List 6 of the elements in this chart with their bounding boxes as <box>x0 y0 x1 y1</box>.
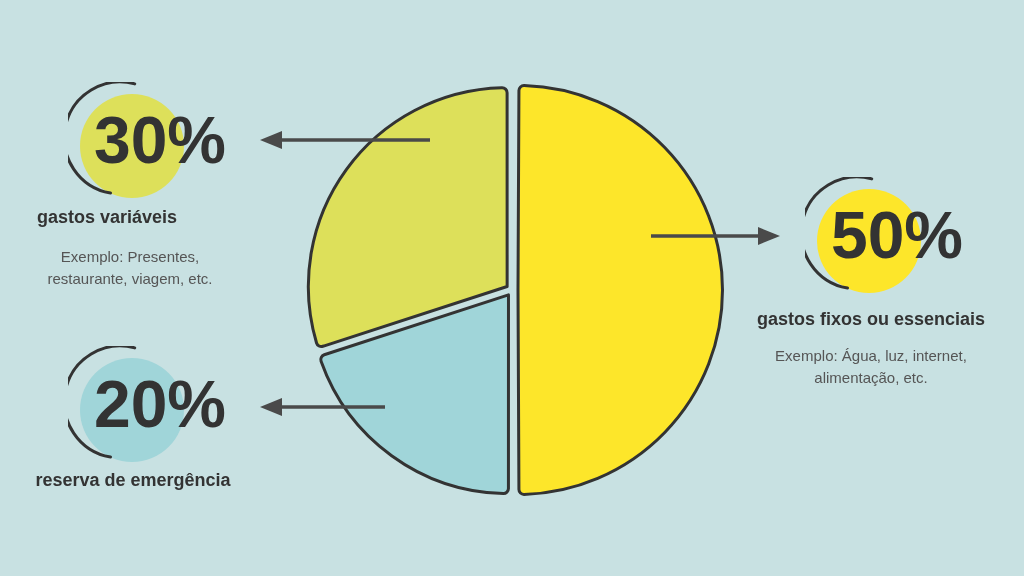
data-label: 20% <box>93 367 227 442</box>
text: Exemplo: Presentes, restaurante, viagem, etc. <box>47 248 213 288</box>
slice-label: reserva de emergência <box>35 469 232 490</box>
slice-label: gastos fixos ou essenciais <box>756 308 986 329</box>
slice-label: gastos variáveis <box>36 206 178 227</box>
text: Exemplo: Água, luz, internet, alimentação, etc. <box>775 347 967 387</box>
